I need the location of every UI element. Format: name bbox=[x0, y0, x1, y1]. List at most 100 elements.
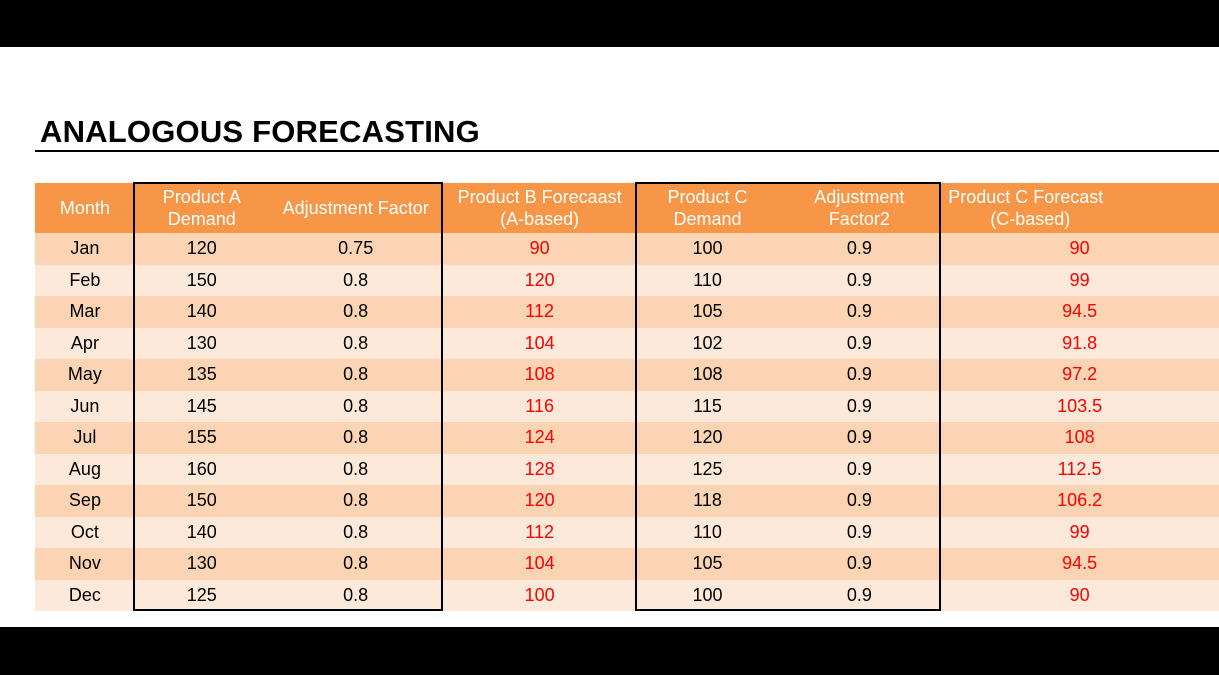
cell-month: Dec bbox=[35, 579, 135, 611]
cell-adjustment-factor2: 0.9 bbox=[778, 422, 941, 454]
cell-month: Jan bbox=[35, 233, 135, 265]
cell-product-c-forecast: 106.2 bbox=[940, 485, 1219, 517]
cell-product-b-forecast: 104 bbox=[442, 327, 637, 359]
cell-product-c-forecast: 90 bbox=[940, 579, 1219, 611]
table-row: Jun 145 0.8 116 115 0.9 103.5 bbox=[35, 390, 1219, 422]
cell-product-c-forecast: 99 bbox=[940, 264, 1219, 296]
cell-product-c-forecast: 91.8 bbox=[940, 327, 1219, 359]
cell-adjustment-factor: 0.8 bbox=[268, 579, 443, 611]
table-row: Apr 130 0.8 104 102 0.9 91.8 bbox=[35, 327, 1219, 359]
cell-month: Mar bbox=[35, 296, 135, 328]
table-row: Mar 140 0.8 112 105 0.9 94.5 bbox=[35, 296, 1219, 328]
cell-product-b-forecast: 116 bbox=[442, 390, 637, 422]
cell-product-c-forecast: 94.5 bbox=[940, 548, 1219, 580]
cell-adjustment-factor2: 0.9 bbox=[778, 548, 941, 580]
cell-product-c-forecast: 99 bbox=[940, 516, 1219, 548]
cell-adjustment-factor2: 0.9 bbox=[778, 516, 941, 548]
cell-adjustment-factor2: 0.9 bbox=[778, 359, 941, 391]
header-product-a-demand: Product A Demand bbox=[134, 183, 269, 233]
cell-adjustment-factor2: 0.9 bbox=[778, 579, 941, 611]
cell-product-b-forecast: 124 bbox=[442, 422, 637, 454]
cell-adjustment-factor: 0.8 bbox=[268, 422, 443, 454]
cell-adjustment-factor2: 0.9 bbox=[778, 233, 941, 265]
cell-product-a-demand: 140 bbox=[134, 516, 269, 548]
header-product-c-demand: Product C Demand bbox=[636, 183, 779, 233]
cell-adjustment-factor: 0.8 bbox=[268, 390, 443, 422]
forecast-table: Month Product A Demand Adjustment Factor … bbox=[35, 183, 1219, 611]
cell-product-b-forecast: 100 bbox=[442, 579, 637, 611]
table-row: Sep 150 0.8 120 118 0.9 106.2 bbox=[35, 485, 1219, 517]
cell-product-c-forecast: 103.5 bbox=[940, 390, 1219, 422]
cell-product-b-forecast: 120 bbox=[442, 264, 637, 296]
cell-product-c-demand: 110 bbox=[636, 264, 779, 296]
cell-adjustment-factor: 0.8 bbox=[268, 485, 443, 517]
header-month: Month bbox=[35, 183, 135, 233]
header-adjustment-factor2: Adjustment Factor2 bbox=[778, 183, 941, 233]
title-underline bbox=[35, 150, 1219, 152]
cell-product-c-forecast: 112.5 bbox=[940, 453, 1219, 485]
cell-product-c-forecast: 97.2 bbox=[940, 359, 1219, 391]
cell-product-b-forecast: 104 bbox=[442, 548, 637, 580]
cell-month: Apr bbox=[35, 327, 135, 359]
cell-month: Jul bbox=[35, 422, 135, 454]
table-row: Nov 130 0.8 104 105 0.9 94.5 bbox=[35, 548, 1219, 580]
cell-adjustment-factor2: 0.9 bbox=[778, 296, 941, 328]
cell-product-a-demand: 125 bbox=[134, 579, 269, 611]
cell-month: Aug bbox=[35, 453, 135, 485]
cell-product-c-demand: 100 bbox=[636, 579, 779, 611]
cell-product-c-demand: 115 bbox=[636, 390, 779, 422]
cell-month: Nov bbox=[35, 548, 135, 580]
cell-month: Oct bbox=[35, 516, 135, 548]
cell-adjustment-factor: 0.8 bbox=[268, 359, 443, 391]
cell-product-a-demand: 130 bbox=[134, 548, 269, 580]
cell-product-b-forecast: 112 bbox=[442, 516, 637, 548]
cell-product-a-demand: 120 bbox=[134, 233, 269, 265]
cell-product-c-demand: 105 bbox=[636, 296, 779, 328]
table-row: Jan 120 0.75 90 100 0.9 90 bbox=[35, 233, 1219, 265]
cell-product-a-demand: 145 bbox=[134, 390, 269, 422]
page-title: ANALOGOUS FORECASTING bbox=[40, 114, 480, 149]
cell-month: May bbox=[35, 359, 135, 391]
cell-adjustment-factor2: 0.9 bbox=[778, 327, 941, 359]
cell-adjustment-factor2: 0.9 bbox=[778, 453, 941, 485]
cell-product-c-demand: 108 bbox=[636, 359, 779, 391]
cell-product-c-demand: 118 bbox=[636, 485, 779, 517]
cell-product-c-demand: 110 bbox=[636, 516, 779, 548]
cell-product-c-forecast: 94.5 bbox=[940, 296, 1219, 328]
table-row: Aug 160 0.8 128 125 0.9 112.5 bbox=[35, 453, 1219, 485]
cell-product-a-demand: 160 bbox=[134, 453, 269, 485]
cell-adjustment-factor2: 0.9 bbox=[778, 390, 941, 422]
cell-adjustment-factor: 0.8 bbox=[268, 453, 443, 485]
cell-adjustment-factor: 0.8 bbox=[268, 516, 443, 548]
cell-adjustment-factor: 0.8 bbox=[268, 548, 443, 580]
cell-product-a-demand: 135 bbox=[134, 359, 269, 391]
cell-adjustment-factor: 0.8 bbox=[268, 296, 443, 328]
cell-month: Sep bbox=[35, 485, 135, 517]
cell-product-c-forecast: 90 bbox=[940, 233, 1219, 265]
cell-adjustment-factor: 0.8 bbox=[268, 327, 443, 359]
cell-product-b-forecast: 120 bbox=[442, 485, 637, 517]
table-row: Oct 140 0.8 112 110 0.9 99 bbox=[35, 516, 1219, 548]
cell-product-b-forecast: 108 bbox=[442, 359, 637, 391]
table-row: Feb 150 0.8 120 110 0.9 99 bbox=[35, 264, 1219, 296]
table-row: Dec 125 0.8 100 100 0.9 90 bbox=[35, 579, 1219, 611]
cell-product-a-demand: 140 bbox=[134, 296, 269, 328]
cell-product-c-demand: 102 bbox=[636, 327, 779, 359]
cell-adjustment-factor: 0.75 bbox=[268, 233, 443, 265]
cell-adjustment-factor2: 0.9 bbox=[778, 485, 941, 517]
table-row: Jul 155 0.8 124 120 0.9 108 bbox=[35, 422, 1219, 454]
cell-month: Jun bbox=[35, 390, 135, 422]
cell-product-b-forecast: 128 bbox=[442, 453, 637, 485]
cell-product-c-forecast: 108 bbox=[940, 422, 1219, 454]
cell-product-c-demand: 100 bbox=[636, 233, 779, 265]
table-row: May 135 0.8 108 108 0.9 97.2 bbox=[35, 359, 1219, 391]
header-product-c-forecast: Product C Forecast (C-based) bbox=[940, 183, 1219, 233]
cell-product-a-demand: 155 bbox=[134, 422, 269, 454]
cell-product-c-demand: 105 bbox=[636, 548, 779, 580]
slide: ANALOGOUS FORECASTING Month Product A Dem… bbox=[0, 47, 1219, 627]
cell-month: Feb bbox=[35, 264, 135, 296]
cell-product-a-demand: 150 bbox=[134, 485, 269, 517]
header-row: Month Product A Demand Adjustment Factor … bbox=[35, 183, 1219, 233]
cell-product-c-demand: 125 bbox=[636, 453, 779, 485]
cell-product-a-demand: 150 bbox=[134, 264, 269, 296]
